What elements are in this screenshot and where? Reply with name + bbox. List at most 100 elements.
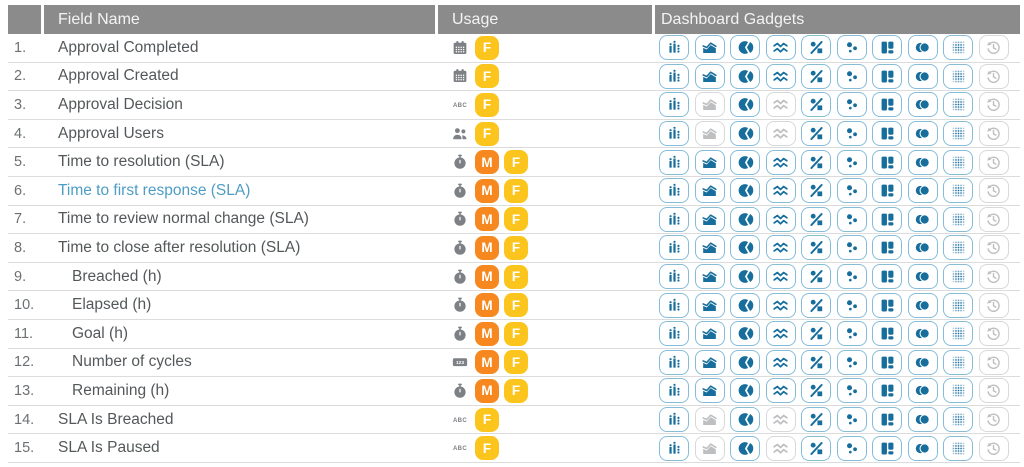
gadget-layout-tiles-icon[interactable] <box>872 435 902 461</box>
gadget-pie-chart-icon[interactable] <box>730 178 760 204</box>
gadget-scatter-chart-icon[interactable] <box>836 178 867 204</box>
gadget-layout-tiles-icon[interactable] <box>872 63 902 89</box>
gadget-line-chart-icon[interactable] <box>765 149 796 175</box>
gadget-percentage-icon[interactable] <box>801 407 831 433</box>
gadget-history-icon[interactable] <box>978 235 1009 261</box>
gadget-venn-circles-icon[interactable] <box>907 178 938 204</box>
gadget-bar-chart-icon[interactable] <box>659 378 689 404</box>
gadget-line-chart-icon[interactable] <box>765 92 796 118</box>
gadget-history-icon[interactable] <box>978 378 1009 404</box>
gadget-dot-grid-icon[interactable] <box>943 121 973 147</box>
field-name[interactable]: Time to first response (SLA) <box>58 181 251 199</box>
gadget-dot-grid-icon[interactable] <box>943 206 973 232</box>
gadget-history-icon[interactable] <box>978 435 1009 461</box>
gadget-bar-chart-icon[interactable] <box>659 407 689 433</box>
gadget-history-icon[interactable] <box>978 178 1009 204</box>
gadget-area-chart-icon[interactable] <box>694 178 725 204</box>
gadget-area-chart-icon[interactable] <box>694 349 725 375</box>
gadget-history-icon[interactable] <box>978 264 1009 290</box>
gadget-bar-chart-icon[interactable] <box>659 292 689 318</box>
gadget-scatter-chart-icon[interactable] <box>836 349 867 375</box>
gadget-percentage-icon[interactable] <box>801 292 831 318</box>
gadget-dot-grid-icon[interactable] <box>943 149 973 175</box>
gadget-pie-chart-icon[interactable] <box>730 235 760 261</box>
gadget-line-chart-icon[interactable] <box>765 321 796 347</box>
gadget-scatter-chart-icon[interactable] <box>836 407 867 433</box>
gadget-percentage-icon[interactable] <box>801 349 831 375</box>
gadget-area-chart-icon[interactable] <box>694 63 725 89</box>
gadget-area-chart-icon[interactable] <box>694 149 725 175</box>
gadget-bar-chart-icon[interactable] <box>659 149 689 175</box>
gadget-dot-grid-icon[interactable] <box>943 35 973 61</box>
gadget-pie-chart-icon[interactable] <box>730 206 760 232</box>
gadget-layout-tiles-icon[interactable] <box>872 321 902 347</box>
gadget-line-chart-icon[interactable] <box>765 178 796 204</box>
gadget-layout-tiles-icon[interactable] <box>872 349 902 375</box>
gadget-bar-chart-icon[interactable] <box>659 264 689 290</box>
gadget-bar-chart-icon[interactable] <box>659 178 689 204</box>
gadget-percentage-icon[interactable] <box>801 149 831 175</box>
gadget-pie-chart-icon[interactable] <box>730 149 760 175</box>
gadget-scatter-chart-icon[interactable] <box>836 206 867 232</box>
gadget-venn-circles-icon[interactable] <box>907 349 938 375</box>
gadget-dot-grid-icon[interactable] <box>943 378 973 404</box>
gadget-pie-chart-icon[interactable] <box>730 63 760 89</box>
gadget-line-chart-icon[interactable] <box>765 349 796 375</box>
gadget-pie-chart-icon[interactable] <box>730 292 760 318</box>
gadget-bar-chart-icon[interactable] <box>659 63 689 89</box>
gadget-area-chart-icon[interactable] <box>694 235 725 261</box>
gadget-venn-circles-icon[interactable] <box>907 206 938 232</box>
gadget-layout-tiles-icon[interactable] <box>872 92 902 118</box>
gadget-dot-grid-icon[interactable] <box>943 235 973 261</box>
gadget-percentage-icon[interactable] <box>801 435 831 461</box>
gadget-scatter-chart-icon[interactable] <box>836 92 867 118</box>
gadget-history-icon[interactable] <box>978 292 1009 318</box>
gadget-area-chart-icon[interactable] <box>694 378 725 404</box>
gadget-area-chart-icon[interactable] <box>694 121 725 147</box>
gadget-dot-grid-icon[interactable] <box>943 435 973 461</box>
gadget-percentage-icon[interactable] <box>801 63 831 89</box>
gadget-layout-tiles-icon[interactable] <box>872 235 902 261</box>
gadget-scatter-chart-icon[interactable] <box>836 321 867 347</box>
gadget-area-chart-icon[interactable] <box>694 321 725 347</box>
gadget-layout-tiles-icon[interactable] <box>872 149 902 175</box>
gadget-scatter-chart-icon[interactable] <box>836 63 867 89</box>
gadget-line-chart-icon[interactable] <box>765 264 796 290</box>
gadget-pie-chart-icon[interactable] <box>730 321 760 347</box>
gadget-line-chart-icon[interactable] <box>765 235 796 261</box>
gadget-scatter-chart-icon[interactable] <box>836 235 867 261</box>
gadget-scatter-chart-icon[interactable] <box>836 121 867 147</box>
gadget-bar-chart-icon[interactable] <box>659 121 689 147</box>
gadget-venn-circles-icon[interactable] <box>907 121 938 147</box>
gadget-percentage-icon[interactable] <box>801 264 831 290</box>
gadget-venn-circles-icon[interactable] <box>907 435 938 461</box>
gadget-venn-circles-icon[interactable] <box>907 292 938 318</box>
gadget-pie-chart-icon[interactable] <box>730 121 760 147</box>
gadget-dot-grid-icon[interactable] <box>943 264 973 290</box>
gadget-history-icon[interactable] <box>978 407 1009 433</box>
gadget-pie-chart-icon[interactable] <box>730 378 760 404</box>
gadget-history-icon[interactable] <box>978 63 1009 89</box>
gadget-bar-chart-icon[interactable] <box>659 92 689 118</box>
gadget-pie-chart-icon[interactable] <box>730 407 760 433</box>
gadget-venn-circles-icon[interactable] <box>907 149 938 175</box>
gadget-line-chart-icon[interactable] <box>765 435 796 461</box>
gadget-area-chart-icon[interactable] <box>694 264 725 290</box>
gadget-line-chart-icon[interactable] <box>765 407 796 433</box>
gadget-bar-chart-icon[interactable] <box>659 206 689 232</box>
gadget-bar-chart-icon[interactable] <box>659 435 689 461</box>
gadget-history-icon[interactable] <box>978 149 1009 175</box>
gadget-scatter-chart-icon[interactable] <box>836 149 867 175</box>
gadget-dot-grid-icon[interactable] <box>943 63 973 89</box>
gadget-dot-grid-icon[interactable] <box>943 292 973 318</box>
gadget-venn-circles-icon[interactable] <box>907 264 938 290</box>
gadget-dot-grid-icon[interactable] <box>943 178 973 204</box>
gadget-dot-grid-icon[interactable] <box>943 407 973 433</box>
gadget-history-icon[interactable] <box>978 206 1009 232</box>
gadget-scatter-chart-icon[interactable] <box>836 378 867 404</box>
gadget-pie-chart-icon[interactable] <box>730 92 760 118</box>
gadget-line-chart-icon[interactable] <box>765 35 796 61</box>
gadget-bar-chart-icon[interactable] <box>659 349 689 375</box>
gadget-dot-grid-icon[interactable] <box>943 321 973 347</box>
gadget-pie-chart-icon[interactable] <box>730 435 760 461</box>
